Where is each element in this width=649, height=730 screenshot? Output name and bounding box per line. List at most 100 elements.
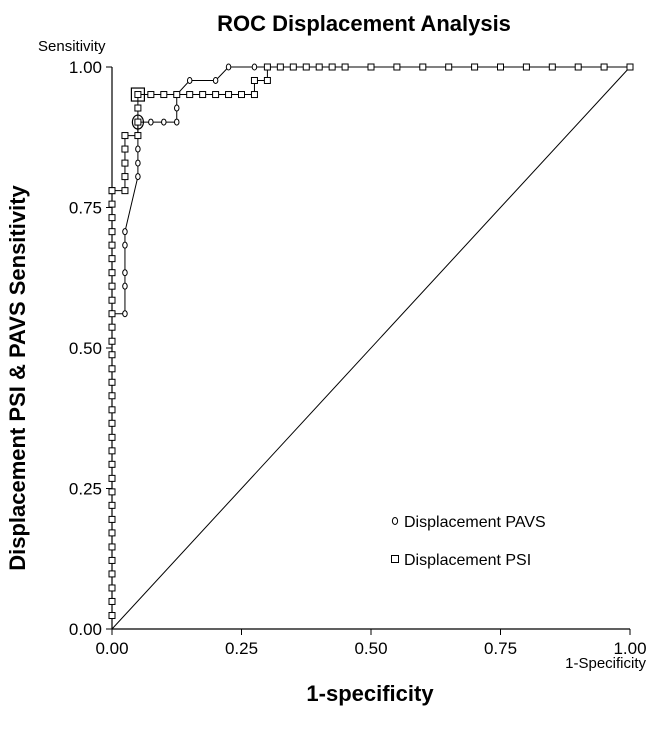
x-tick-label: 1.00 xyxy=(613,639,646,658)
point-displacement-psi xyxy=(108,392,116,400)
point-displacement-psi xyxy=(108,310,116,318)
point-displacement-pavs xyxy=(135,145,141,153)
point-displacement-psi xyxy=(121,145,129,153)
y-tick-label: 0.50 xyxy=(69,339,102,358)
y-tick-label: 0.75 xyxy=(69,199,102,218)
point-displacement-psi xyxy=(108,447,116,455)
point-displacement-psi xyxy=(108,269,116,277)
point-displacement-psi xyxy=(108,515,116,523)
point-displacement-pavs xyxy=(225,63,232,71)
point-displacement-psi xyxy=(328,63,336,71)
point-displacement-psi xyxy=(108,556,116,564)
point-displacement-pavs xyxy=(135,159,141,167)
point-displacement-psi xyxy=(250,76,258,84)
reference-diagonal-line xyxy=(111,66,631,630)
point-displacement-psi xyxy=(121,159,129,167)
point-displacement-psi xyxy=(341,63,349,71)
point-displacement-psi xyxy=(522,63,530,71)
point-displacement-psi xyxy=(108,501,116,509)
point-displacement-psi xyxy=(108,474,116,482)
chart-title: ROC Displacement Analysis xyxy=(217,11,511,36)
point-displacement-psi xyxy=(263,76,271,84)
point-displacement-psi xyxy=(173,91,181,99)
point-displacement-psi xyxy=(289,63,297,71)
point-displacement-psi xyxy=(600,63,608,71)
point-displacement-psi xyxy=(108,584,116,592)
point-displacement-psi xyxy=(497,63,504,71)
point-displacement-psi xyxy=(108,419,116,427)
point-displacement-psi xyxy=(548,63,556,71)
x-tick-label: 0.00 xyxy=(95,639,128,658)
x-axis-title: 1-specificity xyxy=(306,681,434,706)
point-displacement-psi xyxy=(626,63,634,71)
point-displacement-pavs xyxy=(122,310,128,318)
legend: Displacement PAVS Displacement PSI xyxy=(391,514,546,569)
legend-label: Displacement PSI xyxy=(404,552,531,569)
y-tick-label: 0.00 xyxy=(69,620,102,639)
point-displacement-pavs xyxy=(122,241,128,249)
y-tick-label: 1.00 xyxy=(69,58,102,77)
point-displacement-psi xyxy=(250,91,258,99)
series-line-displacement-pavs xyxy=(111,66,630,616)
point-displacement-psi xyxy=(276,63,284,71)
y-axis-title: Displacement PSI & PAVS Sensitivity xyxy=(5,184,30,570)
point-displacement-psi xyxy=(108,323,116,331)
x-tick-label: 0.50 xyxy=(354,639,387,658)
point-displacement-psi xyxy=(574,63,582,71)
legend-label: Displacement PAVS xyxy=(404,514,546,531)
point-displacement-pavs xyxy=(174,118,180,126)
point-displacement-psi xyxy=(108,406,116,414)
point-displacement-psi xyxy=(108,433,116,441)
point-displacement-psi xyxy=(108,282,116,290)
y-axis-caption: Sensitivity xyxy=(38,38,106,55)
point-displacement-psi xyxy=(134,104,142,112)
point-displacement-pavs xyxy=(174,104,180,112)
point-displacement-psi xyxy=(108,365,116,373)
point-displacement-psi xyxy=(134,118,142,126)
point-displacement-psi xyxy=(108,488,116,496)
point-displacement-psi xyxy=(134,132,142,140)
point-displacement-psi xyxy=(108,241,116,249)
point-displacement-psi xyxy=(199,91,207,99)
point-displacement-psi xyxy=(121,173,129,181)
point-displacement-psi xyxy=(108,351,116,359)
point-displacement-pavs xyxy=(122,269,128,277)
point-displacement-pavs xyxy=(135,173,141,181)
point-displacement-psi xyxy=(471,63,479,71)
point-displacement-pavs xyxy=(122,282,128,290)
point-displacement-psi xyxy=(108,570,116,578)
legend-marker-displacement-psi xyxy=(391,555,399,563)
highlighted-point-pavs xyxy=(131,114,144,130)
point-displacement-psi xyxy=(212,91,220,99)
point-displacement-pavs xyxy=(251,63,258,71)
point-displacement-psi xyxy=(108,296,116,304)
point-displacement-psi xyxy=(225,91,233,99)
point-displacement-psi xyxy=(108,543,116,551)
point-displacement-psi xyxy=(108,378,116,386)
legend-marker-displacement-pavs xyxy=(391,517,399,525)
point-displacement-psi xyxy=(160,91,168,99)
point-displacement-psi xyxy=(108,200,116,208)
point-displacement-psi xyxy=(238,91,245,99)
point-displacement-psi xyxy=(108,337,116,345)
point-displacement-psi xyxy=(134,91,142,99)
point-displacement-psi xyxy=(186,91,194,99)
point-displacement-psi xyxy=(108,187,116,195)
series-line-displacement-psi xyxy=(111,66,630,616)
point-displacement-pavs xyxy=(122,228,128,236)
point-displacement-psi xyxy=(108,529,116,537)
point-displacement-pavs xyxy=(212,76,219,84)
point-displacement-psi xyxy=(393,63,401,71)
point-displacement-psi xyxy=(108,612,116,620)
point-displacement-pavs xyxy=(161,118,167,126)
point-displacement-psi xyxy=(108,214,116,222)
point-displacement-psi xyxy=(147,91,155,99)
point-displacement-pavs xyxy=(148,118,154,126)
point-displacement-psi xyxy=(108,460,116,468)
x-tick-label: 0.25 xyxy=(225,639,258,658)
point-displacement-psi xyxy=(315,63,323,71)
point-displacement-psi xyxy=(121,187,129,195)
point-displacement-psi xyxy=(419,63,427,71)
x-axis-caption: 1-Specificity xyxy=(565,655,646,672)
